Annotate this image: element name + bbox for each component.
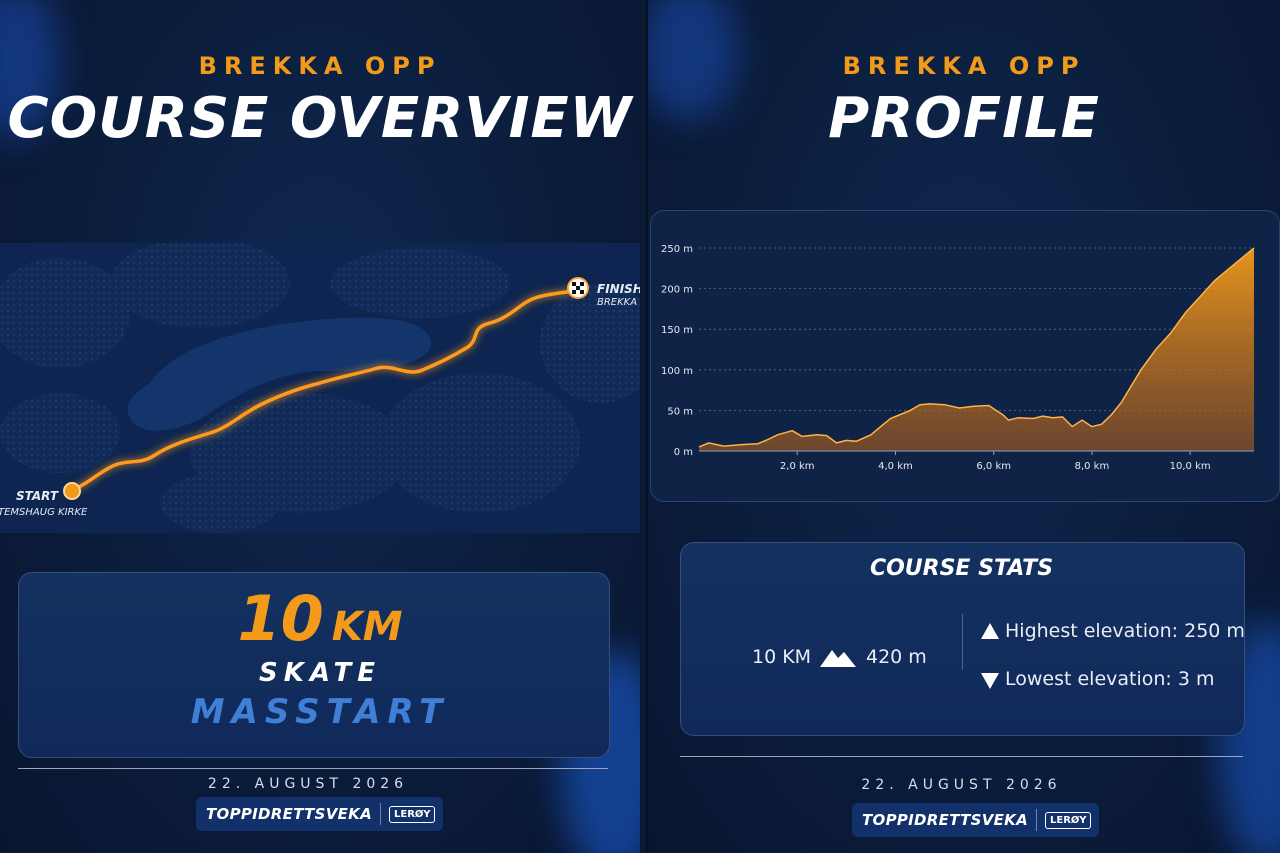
race-distance: 10 KM	[0, 582, 640, 655]
distance-unit: KM	[331, 604, 403, 650]
toppidrettsveka-logo: TOPPIDRETTSVEKA LERØY	[196, 797, 444, 831]
race-technique: SKATE	[258, 658, 381, 688]
stat-lowest: Lowest elevation: 3 m	[1005, 668, 1215, 690]
elevation-chart: 0 m 50 m 100 m 150 m 200 m 250 m 2,0 km 4,0 km 6…	[650, 210, 1280, 502]
course-map: FINISH BREKKA START TEMSHAUG KIRKE	[0, 243, 640, 533]
event-subtitle: BREKKA OPP	[842, 52, 1086, 80]
y-tick-label: 0 m	[674, 447, 693, 458]
start-marker-icon	[63, 482, 81, 500]
x-tick-label: 6,0 km	[976, 461, 1011, 472]
y-tick-label: 200 m	[661, 285, 693, 296]
checkered-flag-icon	[572, 282, 584, 294]
x-tick-label: 10,0 km	[1170, 461, 1211, 472]
logo-text: TOPPIDRETTSVEKA	[206, 805, 372, 823]
event-date: 22. AUGUST 2026	[207, 776, 409, 792]
y-tick-label: 150 m	[661, 325, 693, 336]
triangle-up-icon	[981, 623, 999, 639]
elevation-chart-svg: 0 m 50 m 100 m 150 m 200 m 250 m 2,0 km 4,0 km 6…	[661, 244, 1255, 472]
terrain-texture	[0, 243, 640, 533]
stat-highest: Highest elevation: 250 m	[1005, 620, 1245, 642]
start-place: TEMSHAUG KIRKE	[0, 507, 88, 518]
sponsor-logo: LERØY	[1045, 811, 1092, 829]
race-info-card	[18, 572, 610, 758]
mountain-icon	[820, 650, 856, 667]
elevation-line	[698, 247, 1255, 448]
event-date: 22. AUGUST 2026	[861, 777, 1062, 793]
lake	[127, 317, 432, 431]
x-tick-label: 4,0 km	[878, 461, 913, 472]
stats-title: COURSE STATS	[869, 556, 1054, 581]
y-tick-label: 250 m	[661, 244, 693, 255]
triangle-down-icon	[981, 673, 999, 689]
footer-divider	[680, 756, 1243, 757]
race-format: MASSTART	[190, 692, 450, 732]
sponsor-logo: LERØY	[389, 805, 436, 823]
stat-climb: 420 m	[866, 646, 927, 668]
footer-divider	[18, 768, 608, 769]
x-tick-label: 2,0 km	[780, 461, 815, 472]
page-title: PROFILE	[828, 86, 1100, 151]
page-title: COURSE OVERVIEW	[7, 86, 633, 151]
logo-text: TOPPIDRETTSVEKA	[862, 811, 1028, 829]
finish-marker	[567, 277, 589, 299]
finish-place: BREKKA	[597, 297, 637, 308]
event-subtitle: BREKKA OPP	[198, 52, 442, 80]
x-tick-label: 8,0 km	[1075, 461, 1110, 472]
stat-distance: 10 KM	[752, 646, 812, 668]
map-svg: FINISH BREKKA START TEMSHAUG KIRKE	[0, 243, 640, 533]
start-label: START	[16, 489, 59, 503]
finish-label: FINISH	[597, 282, 640, 296]
panel-divider	[646, 0, 648, 853]
y-tick-label: 50 m	[667, 406, 693, 417]
stats-divider	[962, 614, 963, 670]
course-overview-panel: BREKKA OPP COURSE OVERVIEW	[0, 0, 640, 853]
y-tick-label: 100 m	[661, 366, 693, 377]
toppidrettsveka-logo: TOPPIDRETTSVEKA LERØY	[852, 803, 1100, 837]
distance-value: 10	[237, 582, 324, 655]
elevation-area	[699, 248, 1254, 451]
course-route	[70, 288, 580, 492]
